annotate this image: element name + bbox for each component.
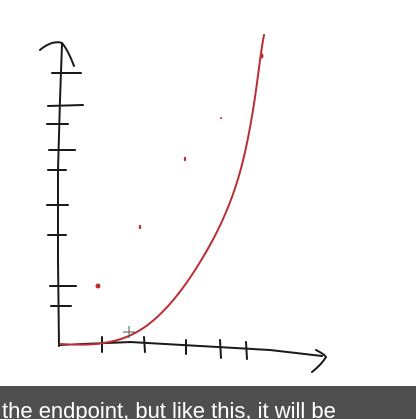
x-axis-arrowhead [311, 349, 327, 373]
subtitle-caption-bar: the endpoint, but like this, it will be [0, 386, 416, 419]
crosshair-cursor-icon [123, 326, 135, 338]
red-dot [220, 117, 222, 119]
red-dots [95, 53, 264, 289]
y-axis-arrowhead [39, 41, 75, 67]
red-dot [183, 156, 187, 162]
subtitle-text: the endpoint, but like this, it will be [2, 398, 336, 419]
hand-drawn-axes [39, 41, 327, 373]
red-dot [95, 283, 101, 289]
x-tick [245, 341, 248, 360]
y-tick [47, 104, 84, 107]
y-axis-ticks [46, 72, 84, 307]
x-axis-ticks [101, 336, 248, 360]
red-curve [59, 34, 265, 346]
x-tick [143, 336, 146, 353]
whiteboard-canvas[interactable] [0, 0, 416, 386]
y-axis-line [57, 43, 63, 347]
red-dot [260, 53, 264, 59]
red-dot [138, 224, 142, 230]
x-tick [219, 339, 222, 359]
